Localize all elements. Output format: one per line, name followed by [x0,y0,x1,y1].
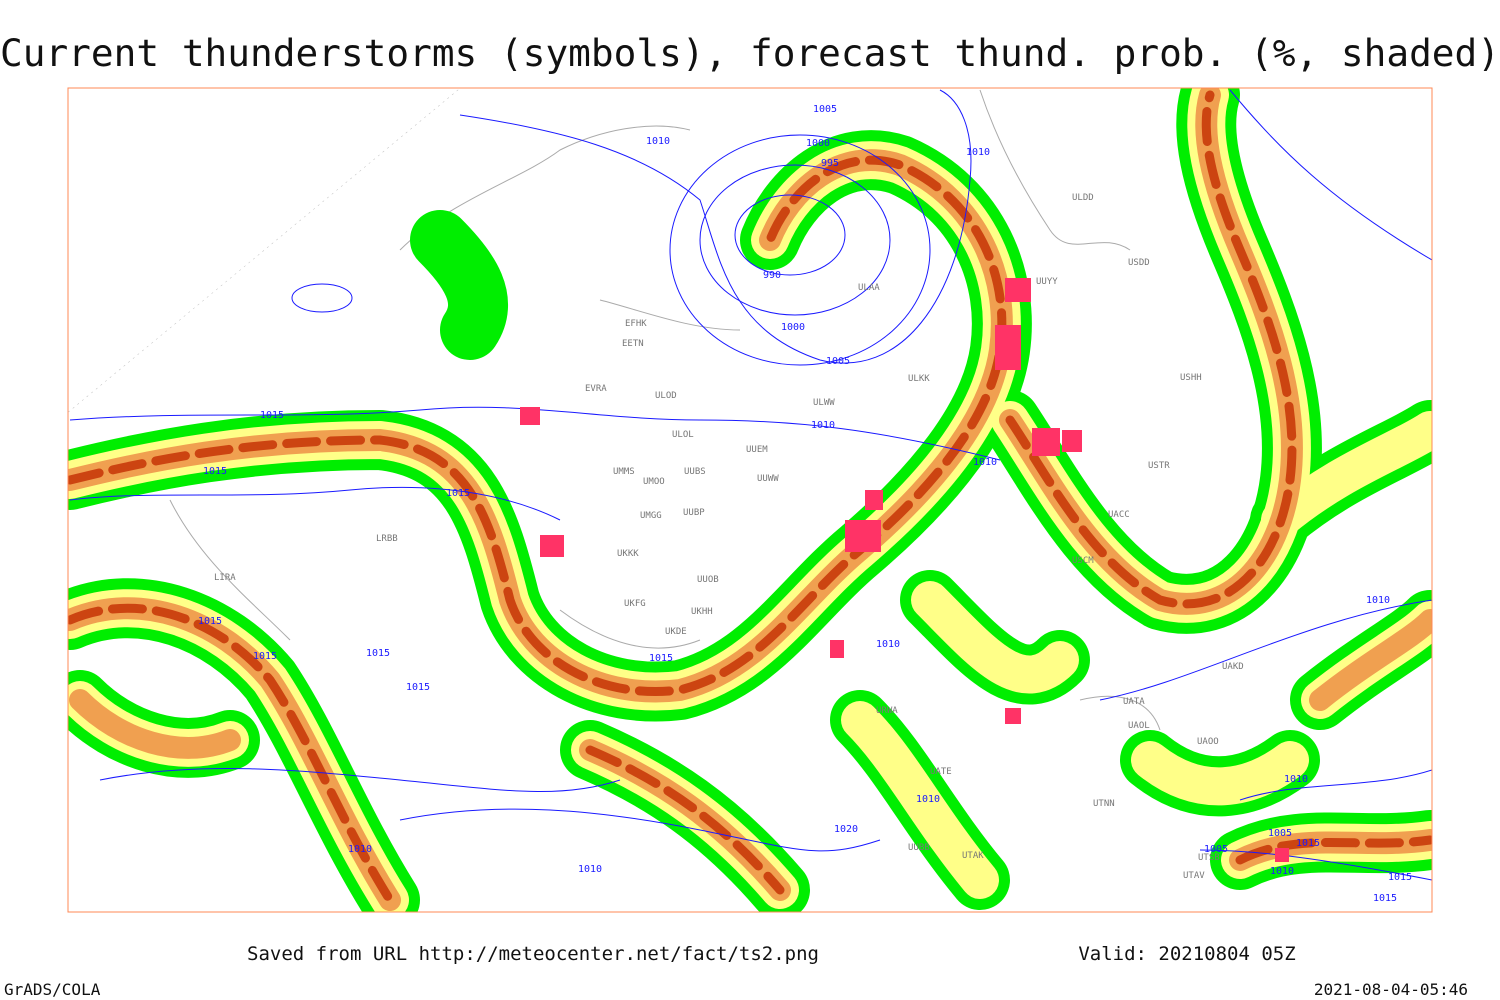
isobar-label: 1015 [406,682,430,693]
station-label: UUWW [757,474,779,484]
isobar-label: 1010 [973,457,997,468]
station-label: UATA [1123,697,1145,707]
station-label: ULOD [655,391,677,401]
station-label: UACC [1108,510,1130,520]
station-label: UAOL [1128,721,1150,731]
station-label: USHH [1180,373,1202,383]
station-label: ULOL [672,430,694,440]
isobar-label: 1010 [811,420,835,431]
map-frame [67,87,1433,913]
station-label: UMGG [640,511,662,521]
station-label: EVRA [585,384,607,394]
isobar-label: 1015 [198,616,222,627]
station-label: ULKK [908,374,930,384]
isobar-label: 1010 [916,794,940,805]
isobar-label: 1010 [1366,595,1390,606]
map-title: Current thunderstorms (symbols), forecas… [0,32,1500,75]
station-label: LRBB [376,534,398,544]
station-label: EFHK [625,319,647,329]
isobar-label: 1015 [260,410,284,421]
isobar-label: 1005 [1268,828,1292,839]
station-label: UATE [930,767,952,777]
isobar-label: 1015 [446,488,470,499]
isobar-label: 1015 [1296,838,1320,849]
footer-valid: Valid: 20210804 05Z [1078,943,1295,965]
station-label: USCM [1072,556,1094,566]
isobar-label: 1005 [813,104,837,115]
isobar-label: 1015 [649,653,673,664]
station-label: URWA [876,706,898,716]
station-label: UTAK [962,851,984,861]
station-label: LIRA [214,573,236,583]
isobar-label: 995 [821,158,839,169]
isobar-label: 1005 [1204,844,1228,855]
station-label: UTAV [1183,871,1205,881]
isobar-label: 1010 [348,844,372,855]
map-area [68,88,1432,912]
station-label: USTR [1148,461,1170,471]
isobar-label: 1000 [806,138,830,149]
footer-timestamp: 2021-08-04-05:46 [1314,980,1468,999]
station-label: UMMS [613,467,635,477]
isobar-label: 1015 [1388,872,1412,883]
isobar-label: 1020 [834,824,858,835]
station-label: UMOO [643,477,665,487]
isobars [69,89,1432,881]
isobar-label: 990 [763,270,781,281]
station-label: UTNN [1093,799,1115,809]
station-label: UUYY [1036,277,1058,287]
station-label: UKHH [691,607,713,617]
station-label: ULAA [858,283,880,293]
isobar-label: 1010 [966,147,990,158]
station-label: UKKK [617,549,639,559]
station-label: UAKD [1222,662,1244,672]
isobar-label: 1015 [253,651,277,662]
station-label: UAOO [1197,737,1219,747]
station-label: UKDE [665,627,687,637]
station-label: UKFG [624,599,646,609]
station-label: ULDD [1072,193,1094,203]
isobar-label: 1010 [578,864,602,875]
isobar-label: 1015 [203,466,227,477]
isobar-label: 1005 [826,356,850,367]
isobar-label: 1010 [876,639,900,650]
isobar-label: 1015 [1373,893,1397,904]
station-label: USDD [1128,258,1150,268]
isobar-label: 1010 [1270,866,1294,877]
footer-source: Saved from URL http://meteocenter.net/fa… [247,943,819,965]
isobar-label: 1010 [646,136,670,147]
storm-symbols [520,278,1289,862]
station-label: UUBB [908,843,930,853]
station-label: UUEM [746,445,768,455]
isobar-label: 1010 [1284,774,1308,785]
map-labels: 1005 1010 1000 995 990 1000 1005 1010 1010 1015 10… [198,104,1412,904]
isobar-label: 1000 [781,322,805,333]
station-label: UUBP [683,508,705,518]
footer-software: GrADS/COLA [4,980,101,999]
station-label: ULWW [813,398,835,408]
isobar-label: 1015 [366,648,390,659]
map-boundary [68,88,1432,912]
station-label: UTSB [1198,853,1220,863]
station-label: EETN [622,339,644,349]
station-label: UUOB [697,575,719,585]
station-label: UUBS [684,467,706,477]
